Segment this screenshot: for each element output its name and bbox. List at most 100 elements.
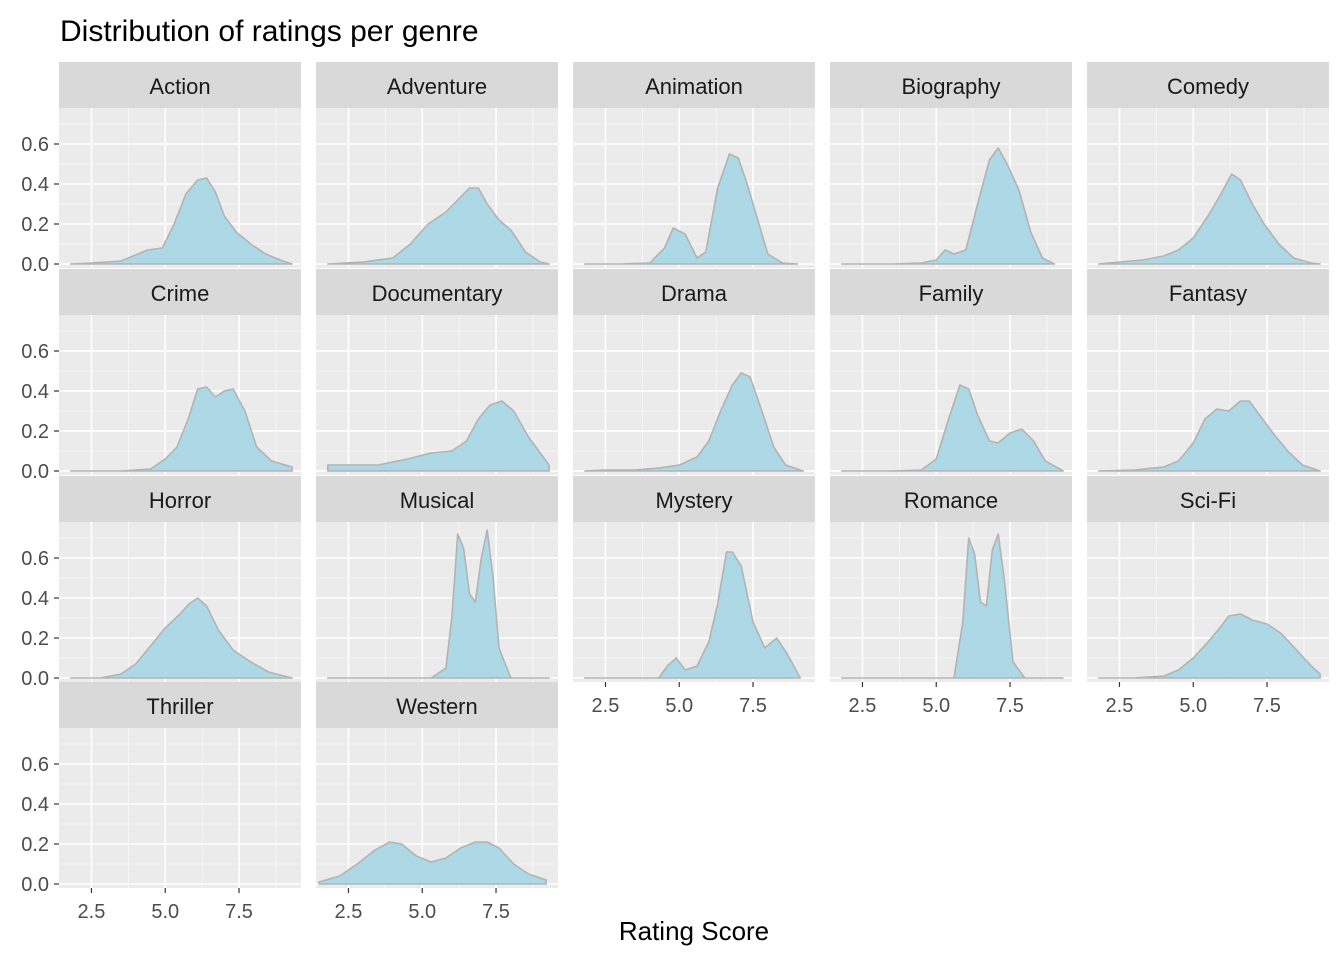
x-tick-label: 2.5 — [78, 901, 106, 923]
panel-background — [59, 728, 301, 888]
facet-strip — [1087, 62, 1329, 108]
density-area-sci-fi — [1098, 613, 1321, 679]
facet-panel-drama: Drama — [573, 269, 815, 475]
density-area-mystery — [584, 551, 801, 679]
facet-strip-label: Mystery — [656, 488, 733, 513]
facet-strip — [1087, 269, 1329, 315]
density-area-animation — [584, 153, 799, 265]
facet-strip — [59, 476, 301, 522]
facet-strip-label: Fantasy — [1169, 281, 1247, 306]
x-tick-label: 7.5 — [1253, 695, 1281, 717]
x-tick-label: 5.0 — [922, 695, 950, 717]
x-tick-label: 5.0 — [665, 695, 693, 717]
facet-panel-action: Action 0.0 0.2 0.4 0.6 — [21, 62, 301, 276]
y-tick-label: 0.0 — [21, 874, 49, 896]
facet-strip-label: Crime — [151, 281, 210, 306]
x-tick-label: 7.5 — [739, 695, 767, 717]
facet-panel-documentary: Documentary — [316, 269, 558, 475]
density-area-drama — [584, 372, 804, 472]
y-tick-label: 0.4 — [21, 174, 49, 196]
y-tick-label: 0.6 — [21, 134, 49, 156]
facet-strip-label: Documentary — [372, 281, 503, 306]
y-tick-label: 0.2 — [21, 421, 49, 443]
facet-panel-family: Family — [830, 269, 1072, 475]
facet-strip — [573, 476, 815, 522]
x-tick-label: 7.5 — [482, 901, 510, 923]
facet-panel-mystery: Mystery 2.5 5.0 7.5 — [573, 476, 815, 717]
facet-panel-horror: Horror 0.0 0.2 0.4 0.6 — [21, 476, 301, 690]
facet-strip — [316, 269, 558, 315]
facet-strip — [830, 476, 1072, 522]
facet-strip-label: Horror — [149, 488, 211, 513]
facet-panel-musical: Musical — [316, 476, 558, 682]
facet-strip-label: Adventure — [387, 74, 487, 99]
facet-panel-sci-fi: Sci-Fi 2.5 5.0 7.5 — [1087, 476, 1329, 717]
y-tick-label: 0.4 — [21, 794, 49, 816]
panel-background — [830, 522, 1072, 682]
facet-strip-label: Thriller — [146, 694, 213, 719]
facet-strip-label: Family — [919, 281, 984, 306]
density-area-documentary — [327, 400, 550, 472]
facet-strip-label: Animation — [645, 74, 743, 99]
density-area-comedy — [1098, 173, 1321, 265]
facet-strip — [830, 269, 1072, 315]
chart-title: Distribution of ratings per genre — [60, 15, 479, 48]
density-area-romance — [841, 533, 1064, 679]
y-tick-label: 0.0 — [21, 254, 49, 276]
y-tick-label: 0.6 — [21, 341, 49, 363]
panel-background — [573, 108, 815, 268]
x-tick-label: 5.0 — [151, 901, 179, 923]
density-area-horror — [70, 597, 293, 679]
x-tick-label: 5.0 — [1179, 695, 1207, 717]
x-tick-label: 2.5 — [335, 901, 363, 923]
facet-strip-label: Musical — [400, 488, 475, 513]
density-area-crime — [70, 386, 293, 472]
x-tick-label: 2.5 — [849, 695, 877, 717]
facet-strip — [59, 682, 301, 728]
facet-strip-label: Romance — [904, 488, 998, 513]
facet-strip-label: Biography — [901, 74, 1000, 99]
density-area-action — [70, 177, 293, 265]
facet-panel-western: Western 2.5 5.0 7.5 — [316, 682, 558, 923]
facet-panel-animation: Animation — [573, 62, 815, 268]
x-tick-label: 2.5 — [1106, 695, 1134, 717]
facet-strip — [316, 682, 558, 728]
x-tick-label: 7.5 — [996, 695, 1024, 717]
y-tick-label: 0.2 — [21, 214, 49, 236]
facet-panel-crime: Crime 0.0 0.2 0.4 0.6 — [21, 269, 301, 483]
y-tick-label: 0.6 — [21, 754, 49, 776]
facet-strip-label: Western — [396, 694, 478, 719]
density-area-musical — [327, 529, 550, 679]
facet-strip-label: Sci-Fi — [1180, 488, 1236, 513]
y-tick-label: 0.0 — [21, 461, 49, 483]
facet-panel-fantasy: Fantasy — [1087, 269, 1329, 475]
y-tick-label: 0.0 — [21, 668, 49, 690]
facet-strip — [316, 62, 558, 108]
facet-panel-romance: Romance 2.5 5.0 7.5 — [830, 476, 1072, 717]
panel-background — [316, 522, 558, 682]
facet-strip — [573, 62, 815, 108]
density-area-fantasy — [1098, 400, 1321, 472]
x-axis-label: Rating Score — [619, 916, 769, 946]
facet-panel-comedy: Comedy — [1087, 62, 1329, 268]
density-area-adventure — [327, 187, 550, 265]
facet-strip — [573, 269, 815, 315]
facet-panel-adventure: Adventure — [316, 62, 558, 268]
facet-strip — [1087, 476, 1329, 522]
x-tick-label: 7.5 — [225, 901, 253, 923]
facet-strip — [316, 476, 558, 522]
facet-strip — [830, 62, 1072, 108]
y-tick-label: 0.6 — [21, 548, 49, 570]
y-tick-label: 0.4 — [21, 381, 49, 403]
density-area-biography — [841, 147, 1056, 265]
y-tick-label: 0.2 — [21, 628, 49, 650]
facet-panel-thriller: Thriller 0.0 0.2 0.4 0.6 2.5 5.0 7.5 — [21, 682, 301, 923]
y-tick-label: 0.4 — [21, 588, 49, 610]
facet-panel-biography: Biography — [830, 62, 1072, 268]
x-tick-label: 5.0 — [408, 901, 436, 923]
facet-grid: Action 0.0 0.2 0.4 0.6 Adventure Animation Biog… — [21, 62, 1329, 923]
density-area-western — [318, 841, 547, 885]
y-tick-label: 0.2 — [21, 834, 49, 856]
facet-strip — [59, 62, 301, 108]
facet-strip-label: Drama — [661, 281, 728, 306]
